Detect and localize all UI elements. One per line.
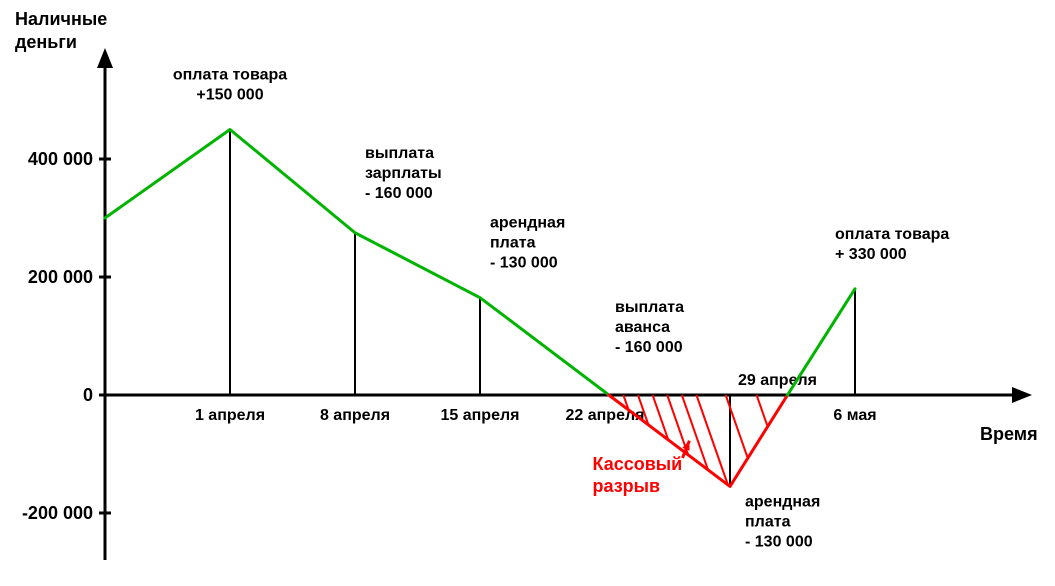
event-label: оплата товара	[173, 67, 287, 84]
x-tick-label: 15 апреля	[441, 407, 520, 424]
event-label: выплата	[615, 299, 684, 316]
event-label: оплата товара	[835, 226, 949, 243]
x-tick-label: 1 апреля	[195, 407, 265, 424]
gap-hatch	[726, 395, 748, 458]
event-label: + 330 000	[835, 246, 907, 263]
y-tick-label: -200 000	[22, 503, 93, 523]
event-label: арендная	[490, 215, 565, 232]
event-label: - 160 000	[365, 185, 433, 202]
event-label: арендная	[745, 493, 820, 510]
event-label: +150 000	[196, 87, 263, 104]
x-tick-label: 22 апреля	[566, 407, 645, 424]
cashflow-chart: Наличные деньги Время -200 000 0 200 000 400 0…	[0, 0, 1055, 586]
event-label: выплата	[365, 145, 434, 162]
x-axis-arrow	[1012, 387, 1032, 403]
gap-label-1: Кассовый	[593, 454, 683, 474]
x-tick-label: 6 мая	[833, 407, 876, 424]
event-label: - 130 000	[745, 533, 813, 550]
event-label: зарплаты	[365, 165, 442, 182]
event-label: аванса	[615, 319, 670, 336]
gap-label-2: разрыв	[593, 476, 661, 496]
y-axis-arrow	[97, 48, 113, 68]
x-tick-label: 29 апреля	[738, 372, 817, 389]
gap-hatch	[757, 395, 768, 427]
event-label: - 160 000	[615, 339, 683, 356]
event-label: - 130 000	[490, 255, 558, 272]
y-tick-label: 200 000	[28, 267, 93, 287]
series-line	[788, 289, 856, 395]
x-axis-title: Время	[980, 424, 1038, 444]
y-axis-title-2: деньги	[15, 32, 77, 52]
y-tick-label: 0	[83, 385, 93, 405]
x-tick-label: 8 апреля	[320, 407, 390, 424]
y-axis-title-1: Наличные	[15, 9, 107, 29]
event-label: плата	[490, 235, 536, 252]
y-tick-label: 400 000	[28, 149, 93, 169]
event-label: плата	[745, 513, 791, 530]
